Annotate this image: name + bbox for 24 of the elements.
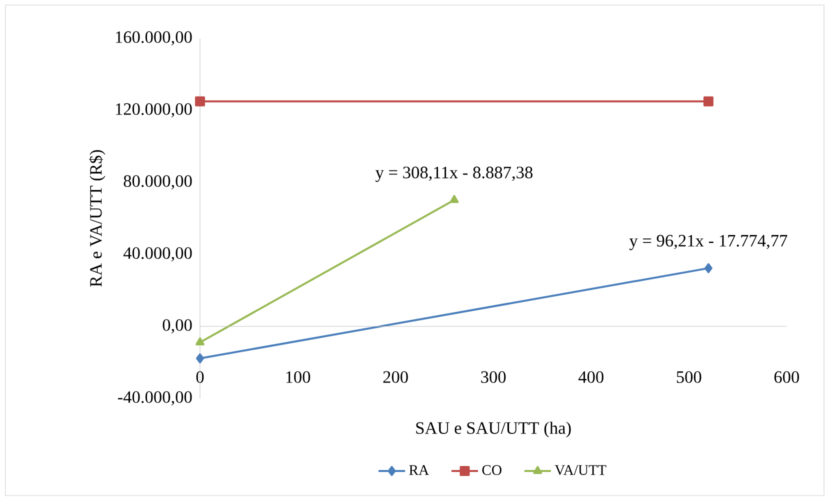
y-tick-label: 160.000,00 bbox=[116, 31, 192, 46]
legend-label: RA bbox=[409, 465, 430, 475]
point bbox=[195, 96, 206, 106]
x-tick-label: 300 bbox=[481, 371, 506, 383]
x-tick-label: 500 bbox=[676, 371, 702, 383]
y-axis-title: RA e VA/UTT (R$) bbox=[89, 150, 106, 287]
legend-label: CO bbox=[482, 465, 502, 475]
x-tick-label: 100 bbox=[286, 371, 310, 383]
y-tick-label: 40.000,00 bbox=[123, 247, 192, 262]
point bbox=[196, 353, 204, 364]
x-tick-label: 600 bbox=[774, 371, 800, 383]
y-tick-label: 0,00 bbox=[162, 319, 192, 334]
point bbox=[703, 96, 714, 106]
x-tick-label: 0 bbox=[196, 371, 204, 383]
x-tick-label: 400 bbox=[578, 371, 604, 383]
y-tick-label: -40.000,00 bbox=[118, 391, 192, 406]
y-tick-label: 80.000,00 bbox=[124, 175, 192, 190]
x-tick-label: 200 bbox=[383, 371, 408, 383]
annotation: y = 308,11x - 8.887,38 bbox=[375, 166, 533, 182]
annotation: y = 96,21x - 17.774,77 bbox=[629, 234, 788, 250]
legend-label: VA/UTT bbox=[554, 465, 606, 476]
y-tick-label: 120.000,00 bbox=[116, 103, 192, 118]
point bbox=[704, 263, 712, 274]
x-axis-title: SAU e SAU/UTT (ha) bbox=[416, 422, 571, 438]
